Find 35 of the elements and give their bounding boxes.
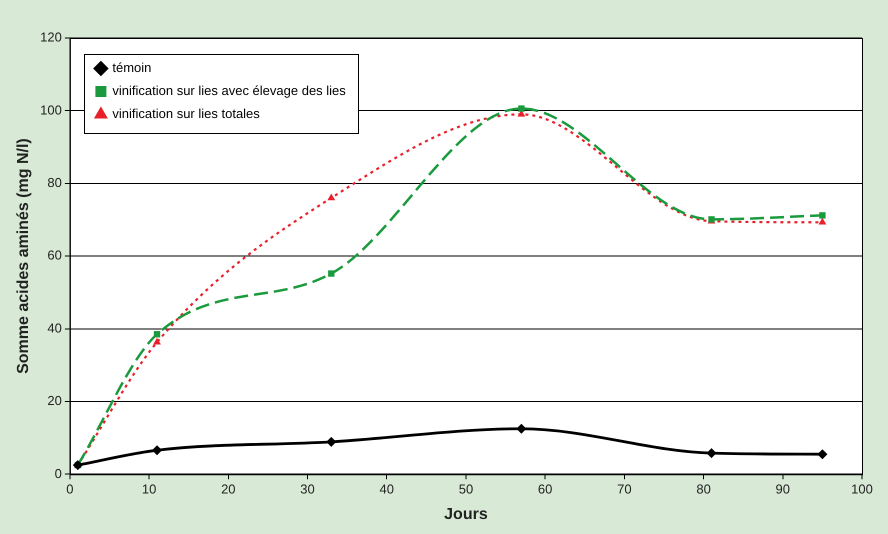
legend-label: témoin bbox=[112, 60, 152, 76]
legend-label: vinification sur lies avec élevage des lies bbox=[112, 83, 346, 98]
point bbox=[518, 105, 525, 112]
point bbox=[152, 445, 162, 456]
x-tick-label: 20 bbox=[221, 482, 236, 497]
x-tick-label: 100 bbox=[851, 482, 873, 497]
x-axis-title: Jours bbox=[444, 506, 488, 523]
point bbox=[154, 331, 160, 338]
y-tick-label: 40 bbox=[47, 320, 62, 336]
y-tick-label: 20 bbox=[47, 393, 62, 408]
point bbox=[153, 338, 161, 344]
x-tick-label: 0 bbox=[66, 482, 74, 497]
point bbox=[326, 436, 336, 447]
x-tick-label: 60 bbox=[538, 482, 552, 497]
x-tick-label: 40 bbox=[380, 482, 394, 497]
y-tick-label: 60 bbox=[47, 248, 62, 263]
y-axis-title: Somme acides aminés (mg N/l) bbox=[15, 138, 32, 374]
x-tick-label: 50 bbox=[458, 482, 474, 497]
x-tick-label: 80 bbox=[696, 482, 711, 497]
point bbox=[706, 448, 716, 458]
point bbox=[818, 218, 826, 225]
point bbox=[327, 193, 336, 200]
x-tick-label: 70 bbox=[617, 482, 632, 497]
y-tick-label: 120 bbox=[40, 30, 62, 45]
point bbox=[819, 212, 826, 219]
point bbox=[328, 270, 334, 277]
legend-label: vinification sur lies totales bbox=[112, 106, 260, 122]
point bbox=[516, 424, 526, 434]
y-tick-label: 100 bbox=[40, 102, 62, 118]
y-tick-label: 0 bbox=[54, 466, 62, 481]
x-tick-label: 10 bbox=[142, 482, 156, 497]
point bbox=[817, 449, 828, 460]
x-tick-label: 90 bbox=[776, 482, 790, 497]
y-tick-label: 80 bbox=[47, 174, 62, 190]
x-tick-label: 30 bbox=[300, 482, 315, 497]
